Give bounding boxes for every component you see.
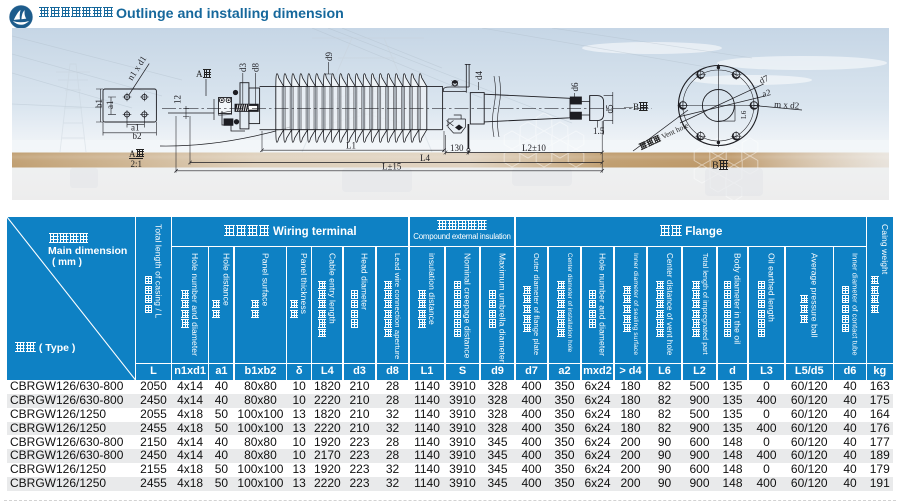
svg-text:d5: d5 [605, 104, 615, 114]
svg-text:L6: L6 [739, 110, 748, 119]
svg-text:L1: L1 [346, 141, 356, 151]
svg-text:d9: d9 [324, 52, 334, 62]
svg-text:a1: a1 [105, 101, 115, 110]
svg-text:a1: a1 [131, 123, 140, 133]
svg-text:b2: b2 [133, 131, 142, 141]
svg-text:12: 12 [173, 95, 183, 104]
svg-text:130: 130 [450, 143, 464, 153]
svg-text:L2±10: L2±10 [522, 143, 546, 153]
svg-text:d4: d4 [474, 71, 484, 81]
svg-text:m x d2: m x d2 [774, 99, 800, 111]
svg-text:a2: a2 [761, 87, 772, 99]
svg-text:d3: d3 [238, 63, 248, 73]
svg-text:d8: d8 [251, 63, 261, 73]
svg-text:1.5: 1.5 [593, 126, 605, 136]
svg-text:L4: L4 [420, 153, 430, 163]
svg-text:b1: b1 [94, 99, 104, 108]
svg-text:n1 x d1: n1 x d1 [125, 54, 148, 82]
svg-text:d6: d6 [570, 82, 580, 92]
svg-text:L±15: L±15 [382, 162, 402, 172]
